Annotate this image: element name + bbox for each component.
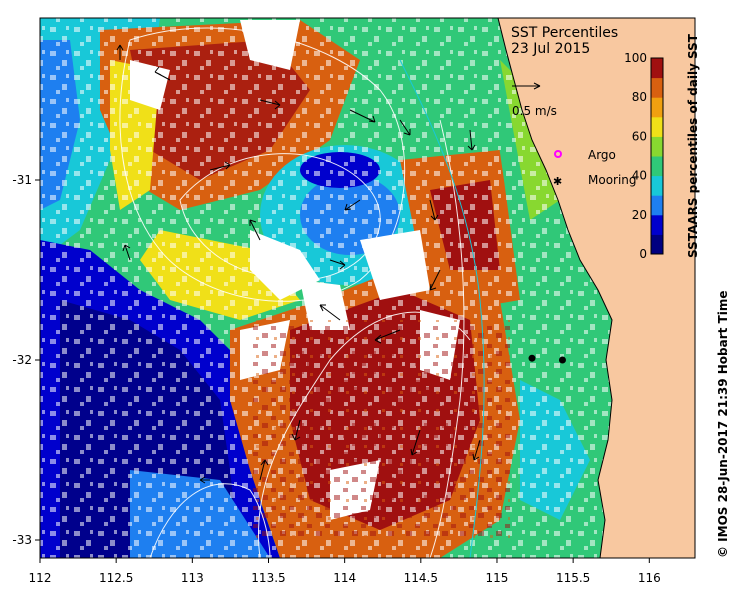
argo-marker-icon xyxy=(554,150,562,158)
x-tick-label: 112 xyxy=(29,571,52,585)
x-tick-label: 115.5 xyxy=(556,571,590,585)
mooring-markers xyxy=(528,354,566,364)
colorbar-tick-label: 0 xyxy=(639,247,647,261)
legend-mooring-label: Mooring xyxy=(588,173,637,187)
current-vectors xyxy=(116,44,481,484)
ssh-contours xyxy=(119,27,471,558)
scale-arrow-label: 0.5 m/s xyxy=(512,104,557,118)
legend-argo-label: Argo xyxy=(588,148,616,162)
colorbar-tick-label: 20 xyxy=(632,208,647,222)
y-tick-label: -32 xyxy=(12,353,32,367)
legend: Argo ✱ Mooring xyxy=(553,148,637,188)
y-axis: -31 -32 -33 xyxy=(12,173,40,547)
x-tick-label: 112.5 xyxy=(99,571,133,585)
x-tick-label: 113.5 xyxy=(251,571,285,585)
colorbar-segment xyxy=(651,175,663,196)
colorbar-segment xyxy=(651,234,663,255)
colorbar-segment xyxy=(651,77,663,98)
colorbar-segment xyxy=(651,116,663,137)
scale-arrow xyxy=(512,82,541,90)
x-tick-label: 116 xyxy=(638,571,661,585)
colorbar-segment xyxy=(651,156,663,177)
colorbar-title: SSTAARS percentiles of daily SST xyxy=(686,33,700,258)
map-date: 23 Jul 2015 xyxy=(511,41,590,57)
credit-text: © IMOS 28-Jun-2017 21:39 Hobart Time xyxy=(716,290,730,558)
colorbar-tick-label: 100 xyxy=(624,51,647,65)
map-title: SST Percentiles xyxy=(511,25,618,41)
colorbar-segment xyxy=(651,195,663,216)
plot-frame xyxy=(39,17,696,559)
mooring-marker-icon: ✱ xyxy=(553,175,562,188)
y-tick-label: -31 xyxy=(12,173,32,187)
x-axis: 112 112.5 113 113.5 114 114.5 115 115.5 116 xyxy=(29,558,661,585)
x-tick-label: 114.5 xyxy=(404,571,438,585)
mooring-point xyxy=(558,356,566,364)
x-tick-label: 114 xyxy=(333,571,356,585)
sst-field xyxy=(40,18,695,558)
isobath xyxy=(399,59,485,558)
colorbar-tick-label: 60 xyxy=(632,129,647,143)
x-tick-label: 113 xyxy=(181,571,204,585)
colorbar-tick-label: 80 xyxy=(632,90,647,104)
colorbar-segment xyxy=(651,214,663,235)
y-tick-label: -33 xyxy=(12,533,32,547)
colorbar-frame xyxy=(650,57,664,255)
land-mass xyxy=(497,18,695,558)
colorbar-segment xyxy=(651,97,663,118)
colorbar-tick-label: 40 xyxy=(632,169,647,183)
x-tick-label: 115 xyxy=(486,571,509,585)
mooring-point xyxy=(528,354,536,362)
colorbar: 0 20 40 60 80 100 xyxy=(624,51,664,261)
colorbar-segment xyxy=(651,58,663,79)
colorbar-segment xyxy=(651,136,663,157)
